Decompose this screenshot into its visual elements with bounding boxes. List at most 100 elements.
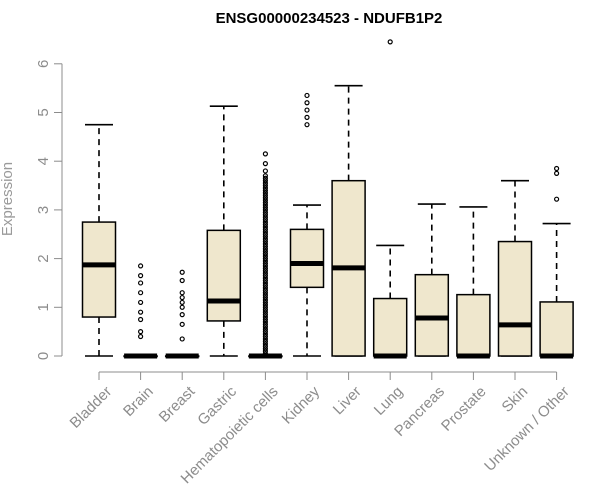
outlier-point <box>138 333 144 340</box>
outlier-point <box>262 341 268 347</box>
box-gastric <box>206 105 242 357</box>
y-tick-label: 6 <box>35 60 52 68</box>
outlier-point <box>262 246 268 252</box>
outlier-point <box>304 122 310 128</box>
outlier-point <box>304 100 310 106</box>
outlier-point <box>262 290 268 296</box>
outlier-point <box>262 195 268 201</box>
outlier-point <box>138 299 144 306</box>
outlier-point <box>262 204 268 211</box>
outlier-point <box>179 290 185 296</box>
outlier-point <box>262 253 268 259</box>
outlier-point <box>262 265 268 271</box>
outlier-point <box>262 299 268 306</box>
x-tick-label: Brain <box>120 383 157 420</box>
outlier-point <box>262 190 268 196</box>
outlier-point <box>262 219 268 225</box>
outlier-point <box>262 192 268 198</box>
box-breast <box>164 269 200 359</box>
outlier-point <box>262 321 268 327</box>
outlier-point <box>387 39 393 45</box>
outlier-point <box>262 316 268 323</box>
box-body <box>456 293 491 357</box>
outlier-point <box>262 214 268 220</box>
outlier-point <box>262 282 268 288</box>
box-body <box>206 229 242 322</box>
outlier-point <box>262 224 268 230</box>
outlier-point <box>262 151 268 157</box>
outlier-point <box>262 226 268 232</box>
outlier-point <box>262 209 268 215</box>
outlier-point <box>179 294 185 301</box>
x-tick-label: Lung <box>371 383 407 419</box>
outlier-point <box>262 229 268 235</box>
outlier-point <box>262 212 268 218</box>
box-body <box>539 301 574 357</box>
outlier-point <box>138 316 144 323</box>
x-tick-label: Prostate <box>438 383 490 435</box>
plot-area <box>81 39 574 359</box>
outlier-point <box>262 273 268 279</box>
outlier-point <box>179 336 185 342</box>
box-body <box>81 221 117 318</box>
box-kidney <box>289 92 325 357</box>
outlier-point <box>262 243 268 250</box>
y-tick-label: 3 <box>35 206 52 214</box>
outlier-point <box>262 161 268 167</box>
outlier-point <box>262 202 268 208</box>
outlier-point <box>262 309 268 315</box>
outlier-point <box>262 268 268 274</box>
outlier-point <box>262 236 268 242</box>
outlier-point <box>262 314 268 320</box>
box-pancreas <box>414 203 450 357</box>
outlier-point <box>262 175 268 181</box>
outlier-point <box>262 180 268 186</box>
outlier-point <box>553 196 560 202</box>
outlier-point <box>262 234 268 240</box>
box-body <box>289 228 325 289</box>
box-lung <box>372 39 408 359</box>
outlier-point <box>262 294 268 301</box>
box-body <box>414 273 450 357</box>
x-tick-label: Bladder <box>67 383 116 432</box>
y-axis-label: Expression <box>0 162 16 236</box>
outlier-point <box>262 280 268 286</box>
outlier-point <box>262 292 268 298</box>
outlier-point <box>262 319 268 325</box>
outlier-point <box>262 258 268 264</box>
outlier-point <box>138 273 144 279</box>
outlier-point <box>262 304 268 310</box>
outlier-point <box>262 348 268 354</box>
outlier-point <box>138 329 144 335</box>
outlier-point <box>262 231 268 237</box>
outlier-point <box>262 302 268 308</box>
box-bladder <box>81 123 117 357</box>
outlier-point <box>262 238 268 245</box>
outlier-point <box>262 307 268 313</box>
outlier-point <box>262 178 268 184</box>
outlier-point <box>262 297 268 303</box>
outlier-point <box>262 263 268 269</box>
box-body <box>372 297 408 357</box>
box-skin <box>497 179 533 357</box>
outlier-point <box>262 338 268 344</box>
box-prostate <box>456 206 491 359</box>
box-liver <box>331 84 366 357</box>
outlier-point <box>262 173 268 179</box>
outlier-point <box>262 199 268 206</box>
y-tick-label: 1 <box>35 303 52 311</box>
outlier-point <box>179 299 185 306</box>
outlier-point <box>262 343 268 349</box>
outlier-point <box>262 217 268 223</box>
outlier-point <box>179 269 185 275</box>
box-body <box>497 240 533 357</box>
chart-title: ENSG00000234523 - NDUFB1P2 <box>216 10 443 27</box>
outlier-point <box>262 324 268 330</box>
dense-outliers <box>262 173 268 357</box>
outlier-point <box>262 241 268 247</box>
outlier-point <box>262 221 268 228</box>
outlier-point <box>179 312 185 318</box>
outlier-point <box>304 114 310 120</box>
